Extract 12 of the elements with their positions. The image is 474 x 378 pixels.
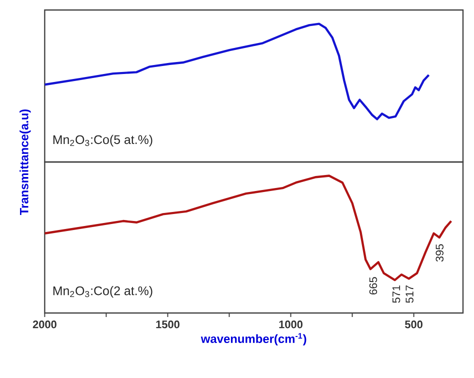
annotation: 517 xyxy=(406,286,414,303)
x-axis-title: wavenumber(cm$^{-1}$) xyxy=(200,333,306,346)
annotation: 571 xyxy=(392,285,400,303)
x-tick-label: 1500 xyxy=(156,320,180,328)
annotation: 395 xyxy=(436,244,444,262)
x-tick-label: 1000 xyxy=(279,320,302,328)
annotation: 665 xyxy=(369,277,378,294)
x-tick-label: 500 xyxy=(404,320,422,328)
y-axis-title: Transmittance(a.u) xyxy=(20,109,31,216)
text: Mn$_{2}$O$_{3}$:Co(2 at.%) xyxy=(53,286,152,298)
x-tick-label: 2000 xyxy=(32,320,56,328)
text: Mn$_{2}$O$_{3}$:Co(5 at.%) xyxy=(53,134,152,147)
